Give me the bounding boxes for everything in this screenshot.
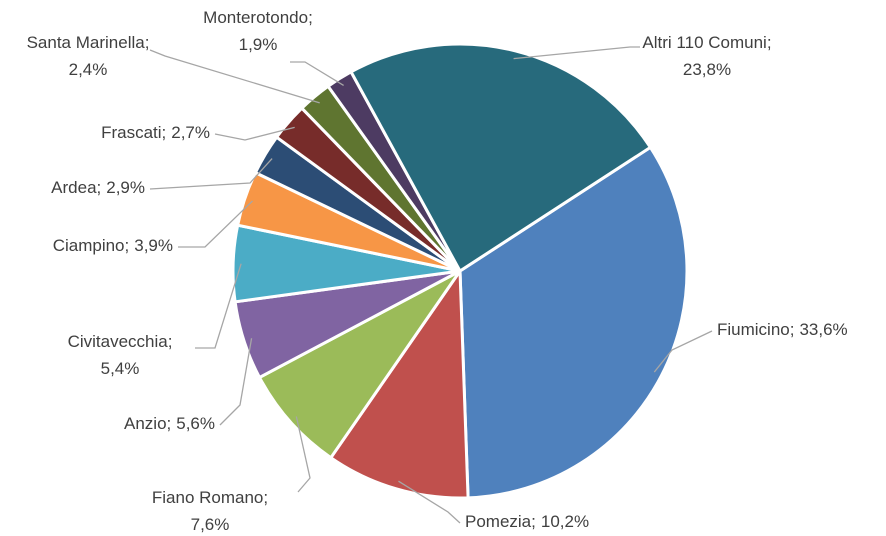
leader-line [290, 61, 344, 87]
label-category: Pomezia; [465, 512, 536, 531]
label-value: 1,9% [239, 35, 278, 54]
label-value: 5,6% [176, 414, 215, 433]
data-label: Santa Marinella; 2,4% [27, 33, 150, 79]
leader-line [149, 49, 320, 104]
label-value: 23,8% [683, 60, 731, 79]
label-value: 2,4% [69, 60, 108, 79]
pie-slice [257, 269, 462, 460]
label-value: 10,2% [541, 512, 589, 531]
data-label: Anzio; 5,6% [124, 414, 215, 433]
data-label: Monterotondo; 1,9% [203, 8, 313, 54]
leader-line [178, 200, 253, 248]
leader-line [149, 158, 273, 190]
label-value: 7,6% [191, 515, 230, 534]
label-category: Ardea; [51, 178, 101, 197]
leader-line [513, 46, 640, 60]
label-category: Frascati; [101, 123, 166, 142]
data-label: Fiano Romano; 7,6% [152, 488, 268, 534]
label-category: Fiano Romano; [152, 488, 268, 507]
label-category: Anzio; [124, 414, 171, 433]
label-category: Ciampino; [53, 236, 130, 255]
data-label: Fiumicino; 33,6% [717, 320, 848, 339]
data-label: Frascati; 2,7% [101, 123, 210, 142]
label-value: 2,7% [171, 123, 210, 142]
leader-line [219, 338, 253, 426]
pie-slice [349, 42, 653, 274]
data-label: Altri 110 Comuni; 23,8% [642, 33, 771, 79]
pie-slice [328, 266, 470, 500]
leader-line [214, 126, 295, 141]
data-label: Ardea; 2,9% [51, 178, 145, 197]
data-label: Ciampino; 3,9% [53, 236, 173, 255]
label-category: Monterotondo; [203, 8, 313, 27]
label-category: Santa Marinella; [27, 33, 150, 52]
label-category: Fiumicino; [717, 320, 794, 339]
leader-line [653, 330, 713, 373]
leader-line [295, 416, 311, 493]
data-label: Civitavecchia; 5,4% [68, 332, 173, 378]
label-value: 33,6% [799, 320, 847, 339]
label-value: 3,9% [134, 236, 173, 255]
label-value: 2,9% [106, 178, 145, 197]
leader-line [398, 480, 461, 524]
data-label: Pomezia; 10,2% [465, 512, 589, 531]
label-value: 5,4% [101, 359, 140, 378]
label-category: Altri 110 Comuni; [642, 33, 771, 52]
leader-line [195, 263, 242, 349]
label-category: Civitavecchia; [68, 332, 173, 351]
